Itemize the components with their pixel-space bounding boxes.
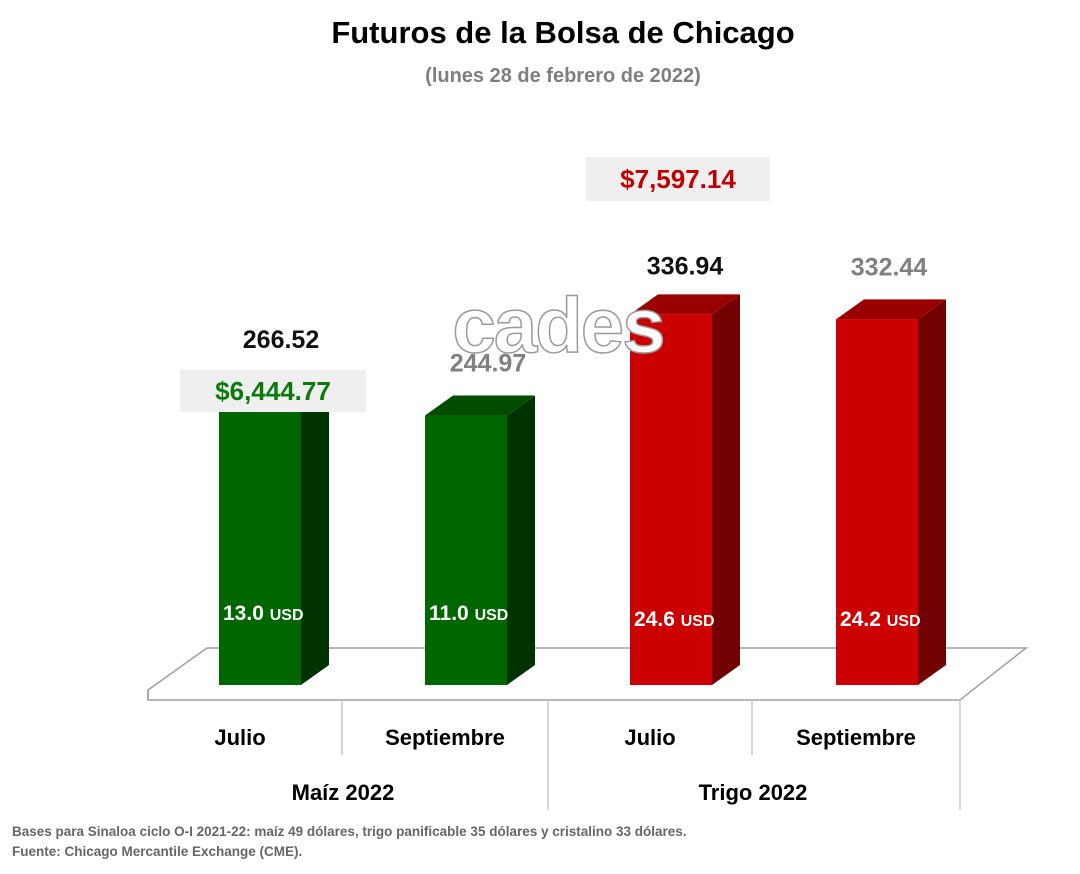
inner-label: 24.6 USD	[634, 608, 715, 631]
chart-title: Futuros de la Bolsa de Chicago	[331, 15, 794, 50]
bar	[836, 319, 918, 685]
watermark: cades	[452, 281, 663, 369]
group-label: Maíz 2022	[292, 780, 395, 805]
bar-side	[918, 299, 946, 685]
category-label: Septiembre	[385, 725, 505, 750]
footnote-source: Fuente: Chicago Mercantile Exchange (CME…	[12, 844, 302, 859]
inner-label: 11.0 USD	[429, 602, 508, 625]
bar-side	[712, 294, 740, 685]
value-label: 244.97	[450, 350, 526, 378]
category-label: Julio	[214, 725, 265, 750]
total-badge	[180, 370, 366, 412]
value-label: 266.52	[243, 326, 319, 354]
bar	[425, 415, 507, 685]
inner-label-value: 11.0	[429, 602, 475, 625]
footnote-bases: Bases para Sinaloa ciclo O-I 2021-22: ma…	[12, 824, 687, 839]
total-label: $7,597.14	[620, 164, 736, 194]
bar-top	[425, 395, 535, 416]
bar-top	[836, 299, 946, 320]
labels: 266.52 13.0 USD Julio 244.97 11.0 USD Septiem…	[180, 157, 927, 805]
total-badge	[586, 157, 770, 201]
bar-side	[301, 371, 329, 685]
inner-label-value: 24.2	[840, 608, 887, 631]
inner-label: 13.0 USD	[223, 602, 304, 625]
inner-label-unit: USD	[681, 613, 715, 630]
group-label: Trigo 2022	[699, 780, 808, 805]
inner-label-unit: USD	[270, 607, 304, 624]
value-label: 336.94	[647, 252, 724, 280]
chart-subtitle: (lunes 28 de febrero de 2022)	[425, 65, 701, 87]
bars	[219, 294, 946, 685]
inner-label-unit: USD	[475, 607, 509, 624]
category-table	[341, 700, 961, 810]
total-label: $6,444.77	[215, 376, 331, 406]
bar	[630, 314, 712, 685]
inner-label: 24.2 USD	[840, 608, 921, 631]
category-label: Septiembre	[796, 725, 916, 750]
bar	[219, 391, 301, 685]
inner-label-unit: USD	[887, 613, 921, 630]
value-label: 332.44	[851, 253, 928, 281]
floor	[147, 647, 1029, 701]
bar-side	[507, 395, 535, 685]
inner-label-value: 24.6	[634, 608, 681, 631]
bar-top	[630, 294, 740, 315]
inner-label-value: 13.0	[223, 602, 270, 625]
category-label: Julio	[624, 725, 675, 750]
